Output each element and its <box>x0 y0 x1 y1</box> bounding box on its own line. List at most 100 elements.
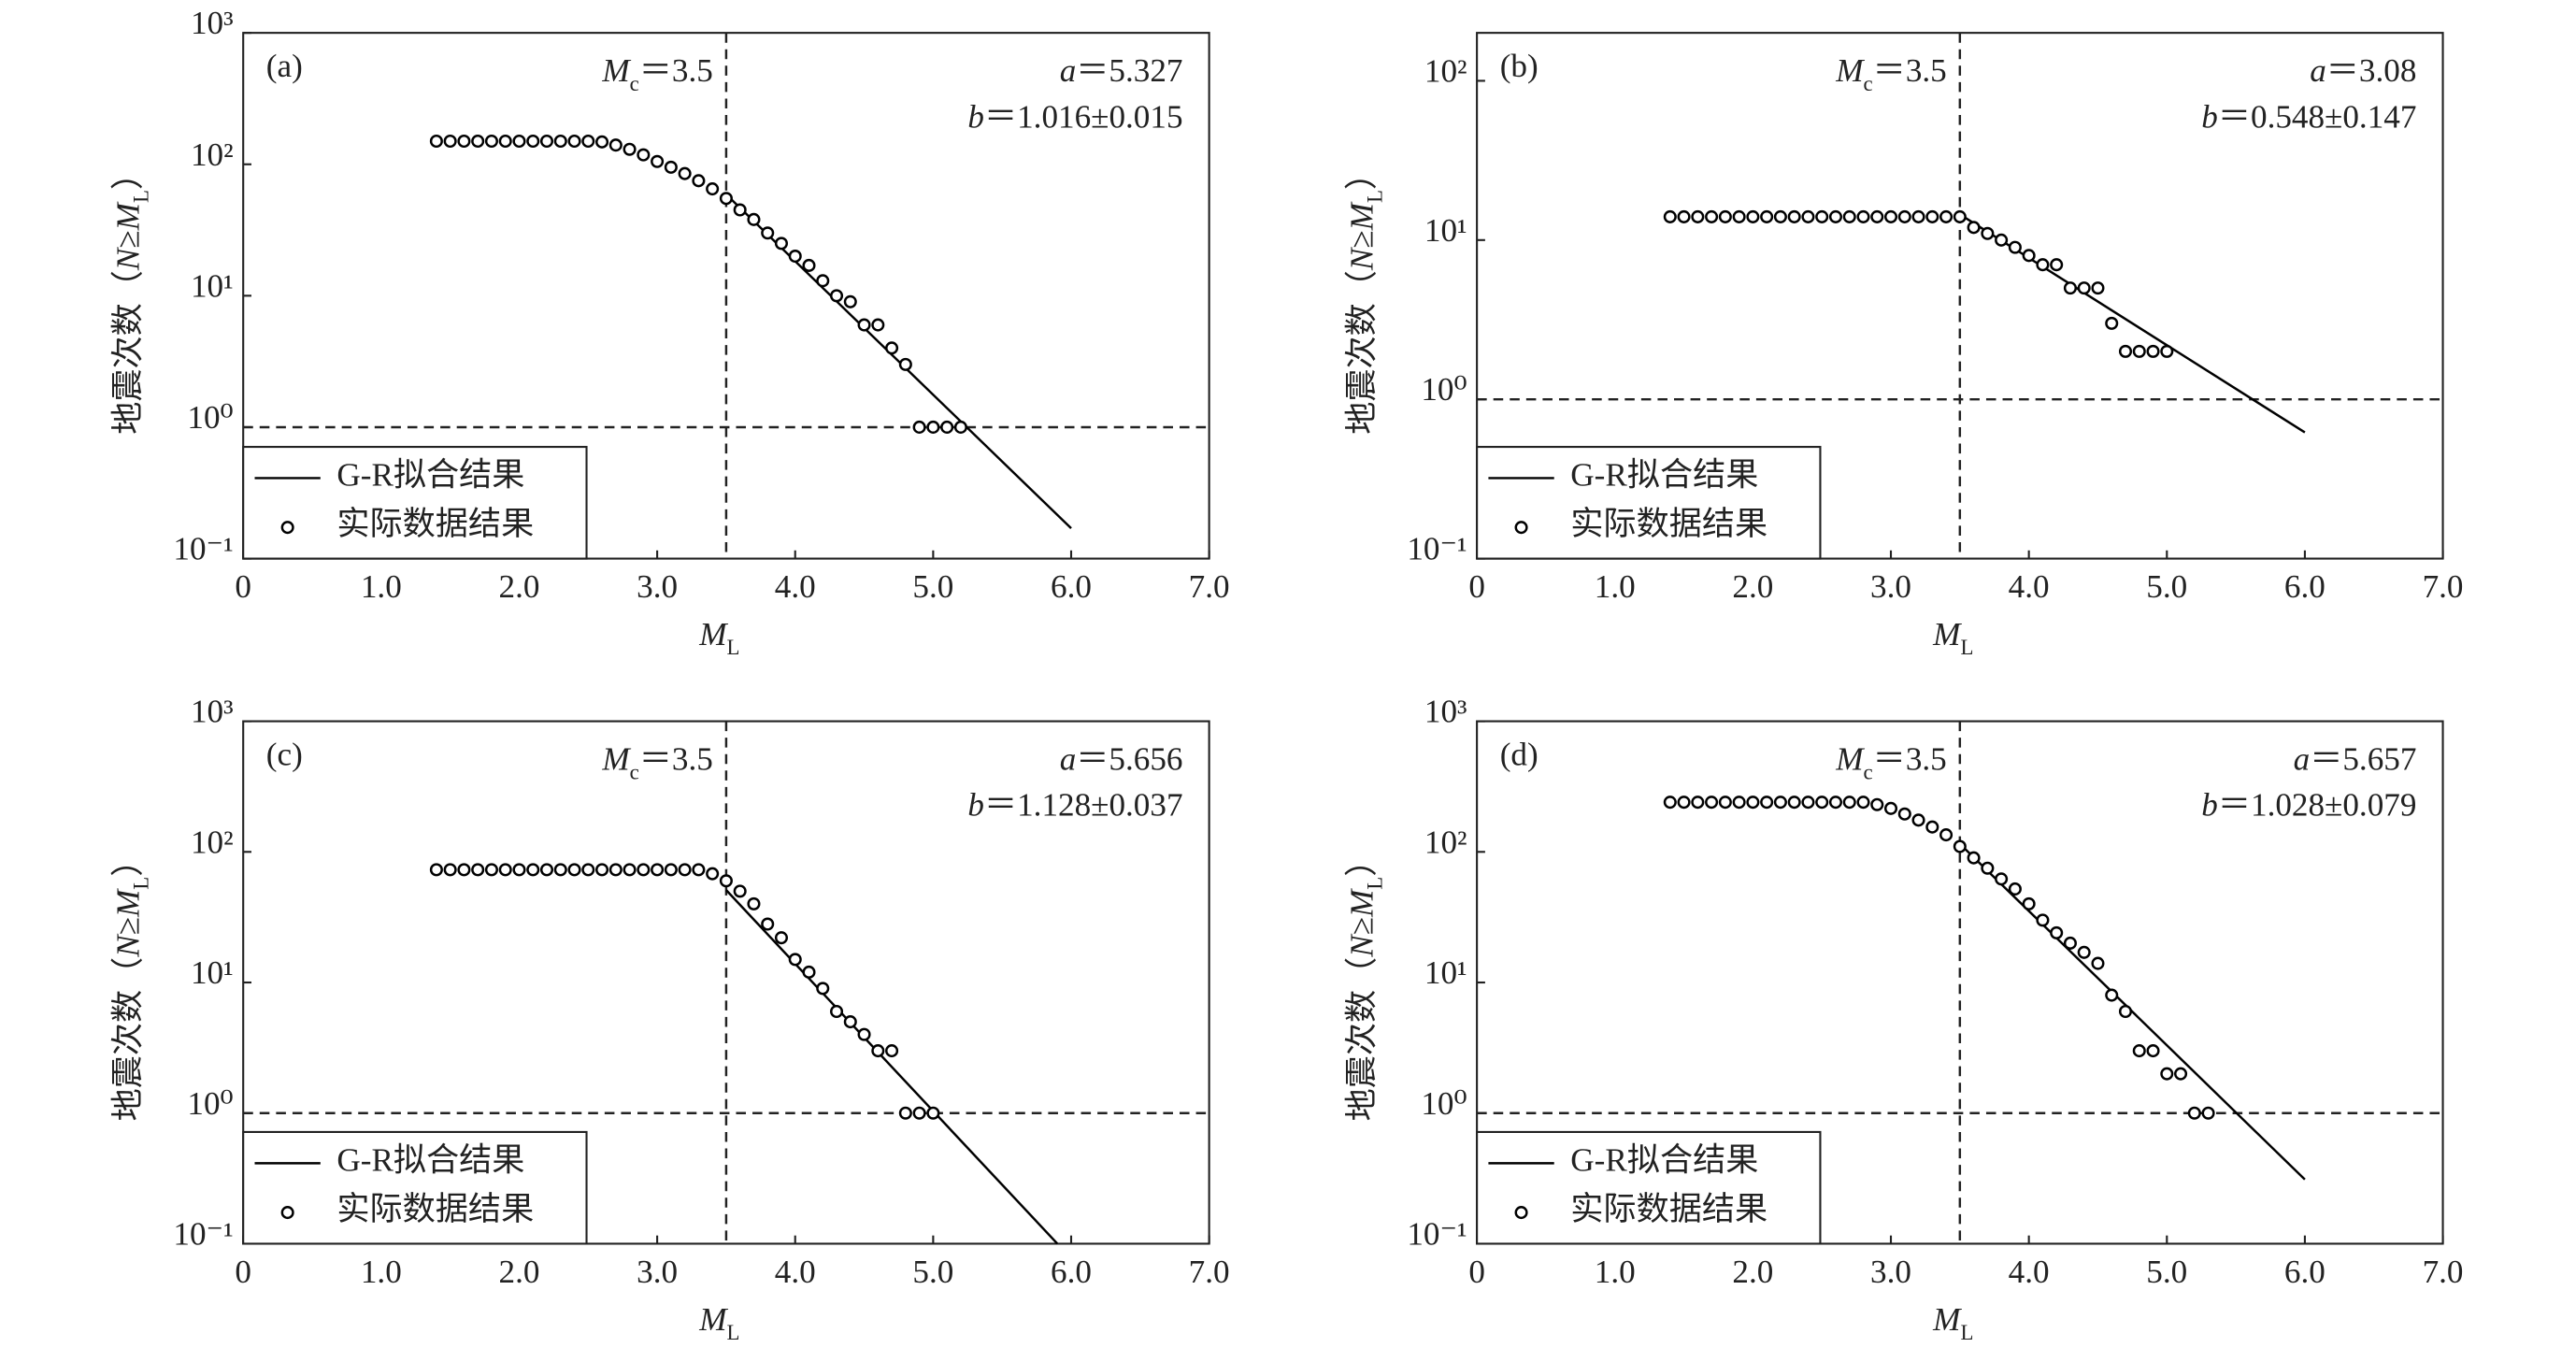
legend-label: 实际数据结果 <box>1570 1191 1767 1227</box>
x-tick-label: 4.0 <box>775 568 816 605</box>
y-axis-label: 地震次数（N≥ML） <box>1344 844 1387 1122</box>
x-tick-label: 7.0 <box>2423 568 2464 605</box>
data-point <box>761 917 775 931</box>
text-part: c <box>630 760 639 783</box>
data-point <box>2008 240 2022 254</box>
data-point <box>1870 209 1884 223</box>
data-point <box>788 953 802 967</box>
data-point <box>2063 281 2077 295</box>
y-tick-label: 10⁻¹ <box>173 1215 233 1252</box>
x-tick-label: 1.0 <box>1595 568 1636 605</box>
text-part: L <box>727 636 740 659</box>
legend-box <box>242 445 588 560</box>
data-point <box>940 420 954 434</box>
text-part: ≥ <box>1344 917 1381 935</box>
text-part: ＝3.5 <box>1873 52 1947 89</box>
data-point <box>692 863 706 877</box>
text-part: L <box>1363 877 1386 890</box>
x-tick-label: 3.0 <box>1870 568 1911 605</box>
x-tick-label: 4.0 <box>2009 568 2050 605</box>
data-point <box>1828 796 1842 810</box>
data-point <box>2091 956 2105 970</box>
data-point <box>1842 796 1856 810</box>
data-point <box>885 1044 899 1058</box>
data-point <box>843 294 857 308</box>
data-point <box>526 134 540 149</box>
data-point <box>457 863 471 877</box>
y-tick-label: 10¹ <box>1424 954 1467 991</box>
data-point <box>664 160 678 174</box>
text-part: a <box>1060 741 1077 778</box>
text-part: b <box>2201 98 2218 135</box>
data-point <box>1897 807 1911 821</box>
x-tick-label: 5.0 <box>2146 1254 2187 1290</box>
text-part: ＝5.327 <box>1076 52 1182 89</box>
legend-label: G-R拟合结果 <box>336 1141 524 1178</box>
legend-swatch <box>1514 1206 1528 1220</box>
data-point <box>2022 249 2036 263</box>
data-point <box>1677 796 1691 810</box>
panel: 0 1.0 2.0 3.0 4.0 5.0 6.0 7.0 10⁻¹ 10⁰ 10¹ 10² G-R拟合… <box>1344 32 2464 659</box>
data-point <box>471 863 485 877</box>
data-point <box>747 896 761 910</box>
y-tick-label: 10³ <box>191 5 234 41</box>
data-point <box>2050 258 2064 272</box>
data-point <box>678 166 692 180</box>
x-tick-label: 1.0 <box>361 568 402 605</box>
data-point <box>1828 209 1842 223</box>
data-point <box>1911 813 1925 827</box>
data-point <box>1995 233 2009 247</box>
x-tick-label: 0 <box>235 1254 251 1290</box>
data-point <box>2036 258 2050 272</box>
data-point <box>553 134 567 149</box>
data-point <box>761 226 775 240</box>
data-point <box>1981 226 1995 240</box>
text-part: ） <box>110 844 147 877</box>
data-point <box>857 318 871 332</box>
data-point <box>567 863 581 877</box>
legend-swatch <box>280 521 294 535</box>
data-point <box>608 863 623 877</box>
data-point <box>829 1004 844 1019</box>
data-point <box>1897 209 1911 223</box>
data-point <box>1815 209 1829 223</box>
data-point <box>2160 1067 2174 1081</box>
text-part: 地震次数（ <box>1344 270 1381 435</box>
text-part: ≥ <box>110 230 147 248</box>
text-part: M <box>1835 741 1865 778</box>
b-label: b＝1.128±0.037 <box>967 787 1182 824</box>
text-part: N <box>110 246 147 271</box>
data-point <box>498 863 512 877</box>
text-part: ＝3.5 <box>1873 741 1947 778</box>
data-point <box>429 134 443 149</box>
text-part: L <box>1363 190 1386 203</box>
panel-label: (c) <box>266 736 303 772</box>
x-tick-label: 4.0 <box>2009 1254 2050 1290</box>
a-label: a＝5.657 <box>2294 741 2417 778</box>
text-part: a <box>2294 741 2311 778</box>
data-point <box>2077 945 2091 959</box>
y-tick-label: 10⁰ <box>1421 371 1467 408</box>
data-point <box>802 258 816 272</box>
text-part: ＝1.128±0.037 <box>984 787 1183 824</box>
y-tick-label: 10⁰ <box>187 1085 233 1122</box>
data-point <box>1801 209 1815 223</box>
text-part: a <box>1060 52 1077 89</box>
data-point <box>816 274 830 288</box>
data-point <box>1981 861 1995 875</box>
data-point <box>912 1106 926 1120</box>
data-point <box>1677 209 1691 223</box>
data-point <box>898 357 912 371</box>
data-point <box>429 863 443 877</box>
text-part: M <box>1344 201 1381 231</box>
data-point <box>637 148 651 162</box>
data-point <box>1939 209 1953 223</box>
panel-label: (b) <box>1500 48 1538 84</box>
mc-label: Mc＝3.5 <box>601 52 713 95</box>
data-point <box>1967 851 1981 865</box>
text-part: M <box>601 52 631 89</box>
y-tick-label: 10³ <box>1424 694 1467 730</box>
data-point <box>567 134 581 149</box>
